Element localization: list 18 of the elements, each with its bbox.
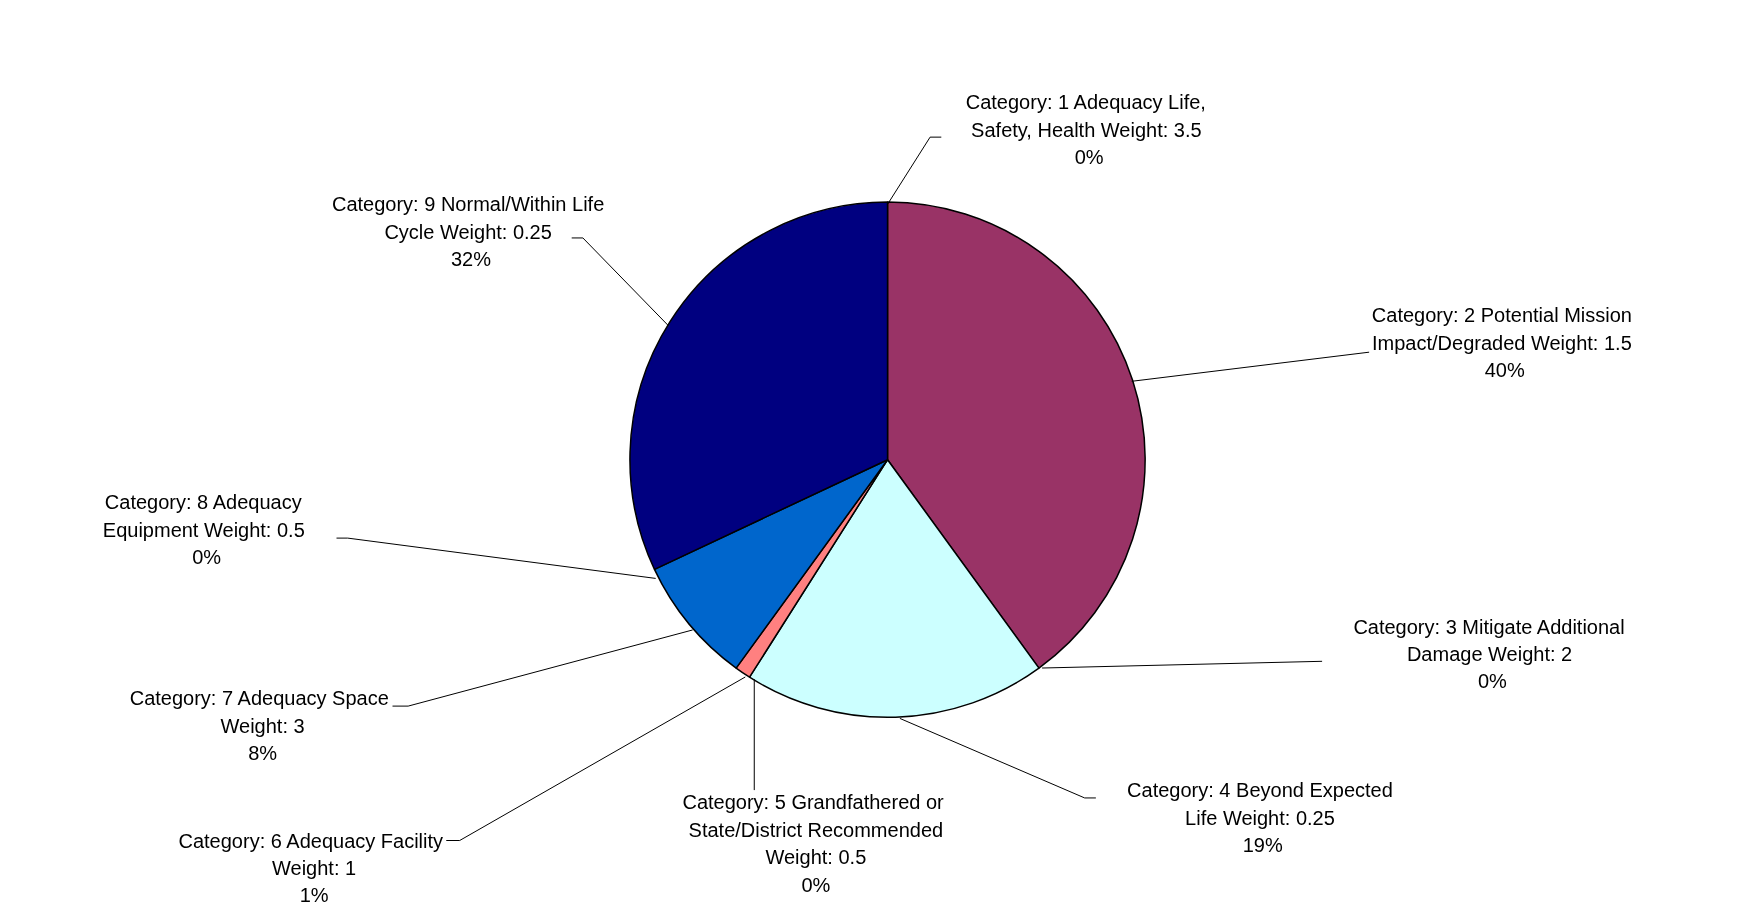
slice-label: Category: 7 Adequacy Space Weight: 3 <box>129 687 389 737</box>
text: 0% <box>1074 146 1104 169</box>
slice-label: Category: 2 Potential Mission Impact/Degraded Weight: 1.5 <box>1371 304 1632 354</box>
slice-label: Category: 4 Beyond Expected Life Weight: 0.25 <box>1127 779 1393 829</box>
data-label: 40% <box>1484 359 1525 382</box>
data-label: 1% <box>299 884 329 907</box>
slice-label: Category: 9 Normal/Within Life Cycle Weight: 0.25 <box>331 193 605 243</box>
text: 0% <box>801 873 831 896</box>
category-label: Category: 1 Adequacy Life, Safety, Health Weight: 3.5 <box>965 91 1206 141</box>
data-label: 19% <box>1242 833 1283 856</box>
category-label: Category: 8 Adequacy Equipment Weight: 0.5 <box>102 491 305 541</box>
category-label: Category: 3 Mitigate Additional Damage Weight: 2 <box>1353 615 1625 666</box>
data-label: 8% <box>248 742 278 765</box>
text: 0% <box>192 546 222 569</box>
text: 0% <box>1477 670 1507 693</box>
slice-label: Category: 6 Adequacy Facility Weight: 1 <box>178 829 444 879</box>
category-label: Category: 5 Grandfathered or State/District Recommended Weight: 0.5 <box>682 791 944 869</box>
data-label: 32% <box>450 248 492 271</box>
